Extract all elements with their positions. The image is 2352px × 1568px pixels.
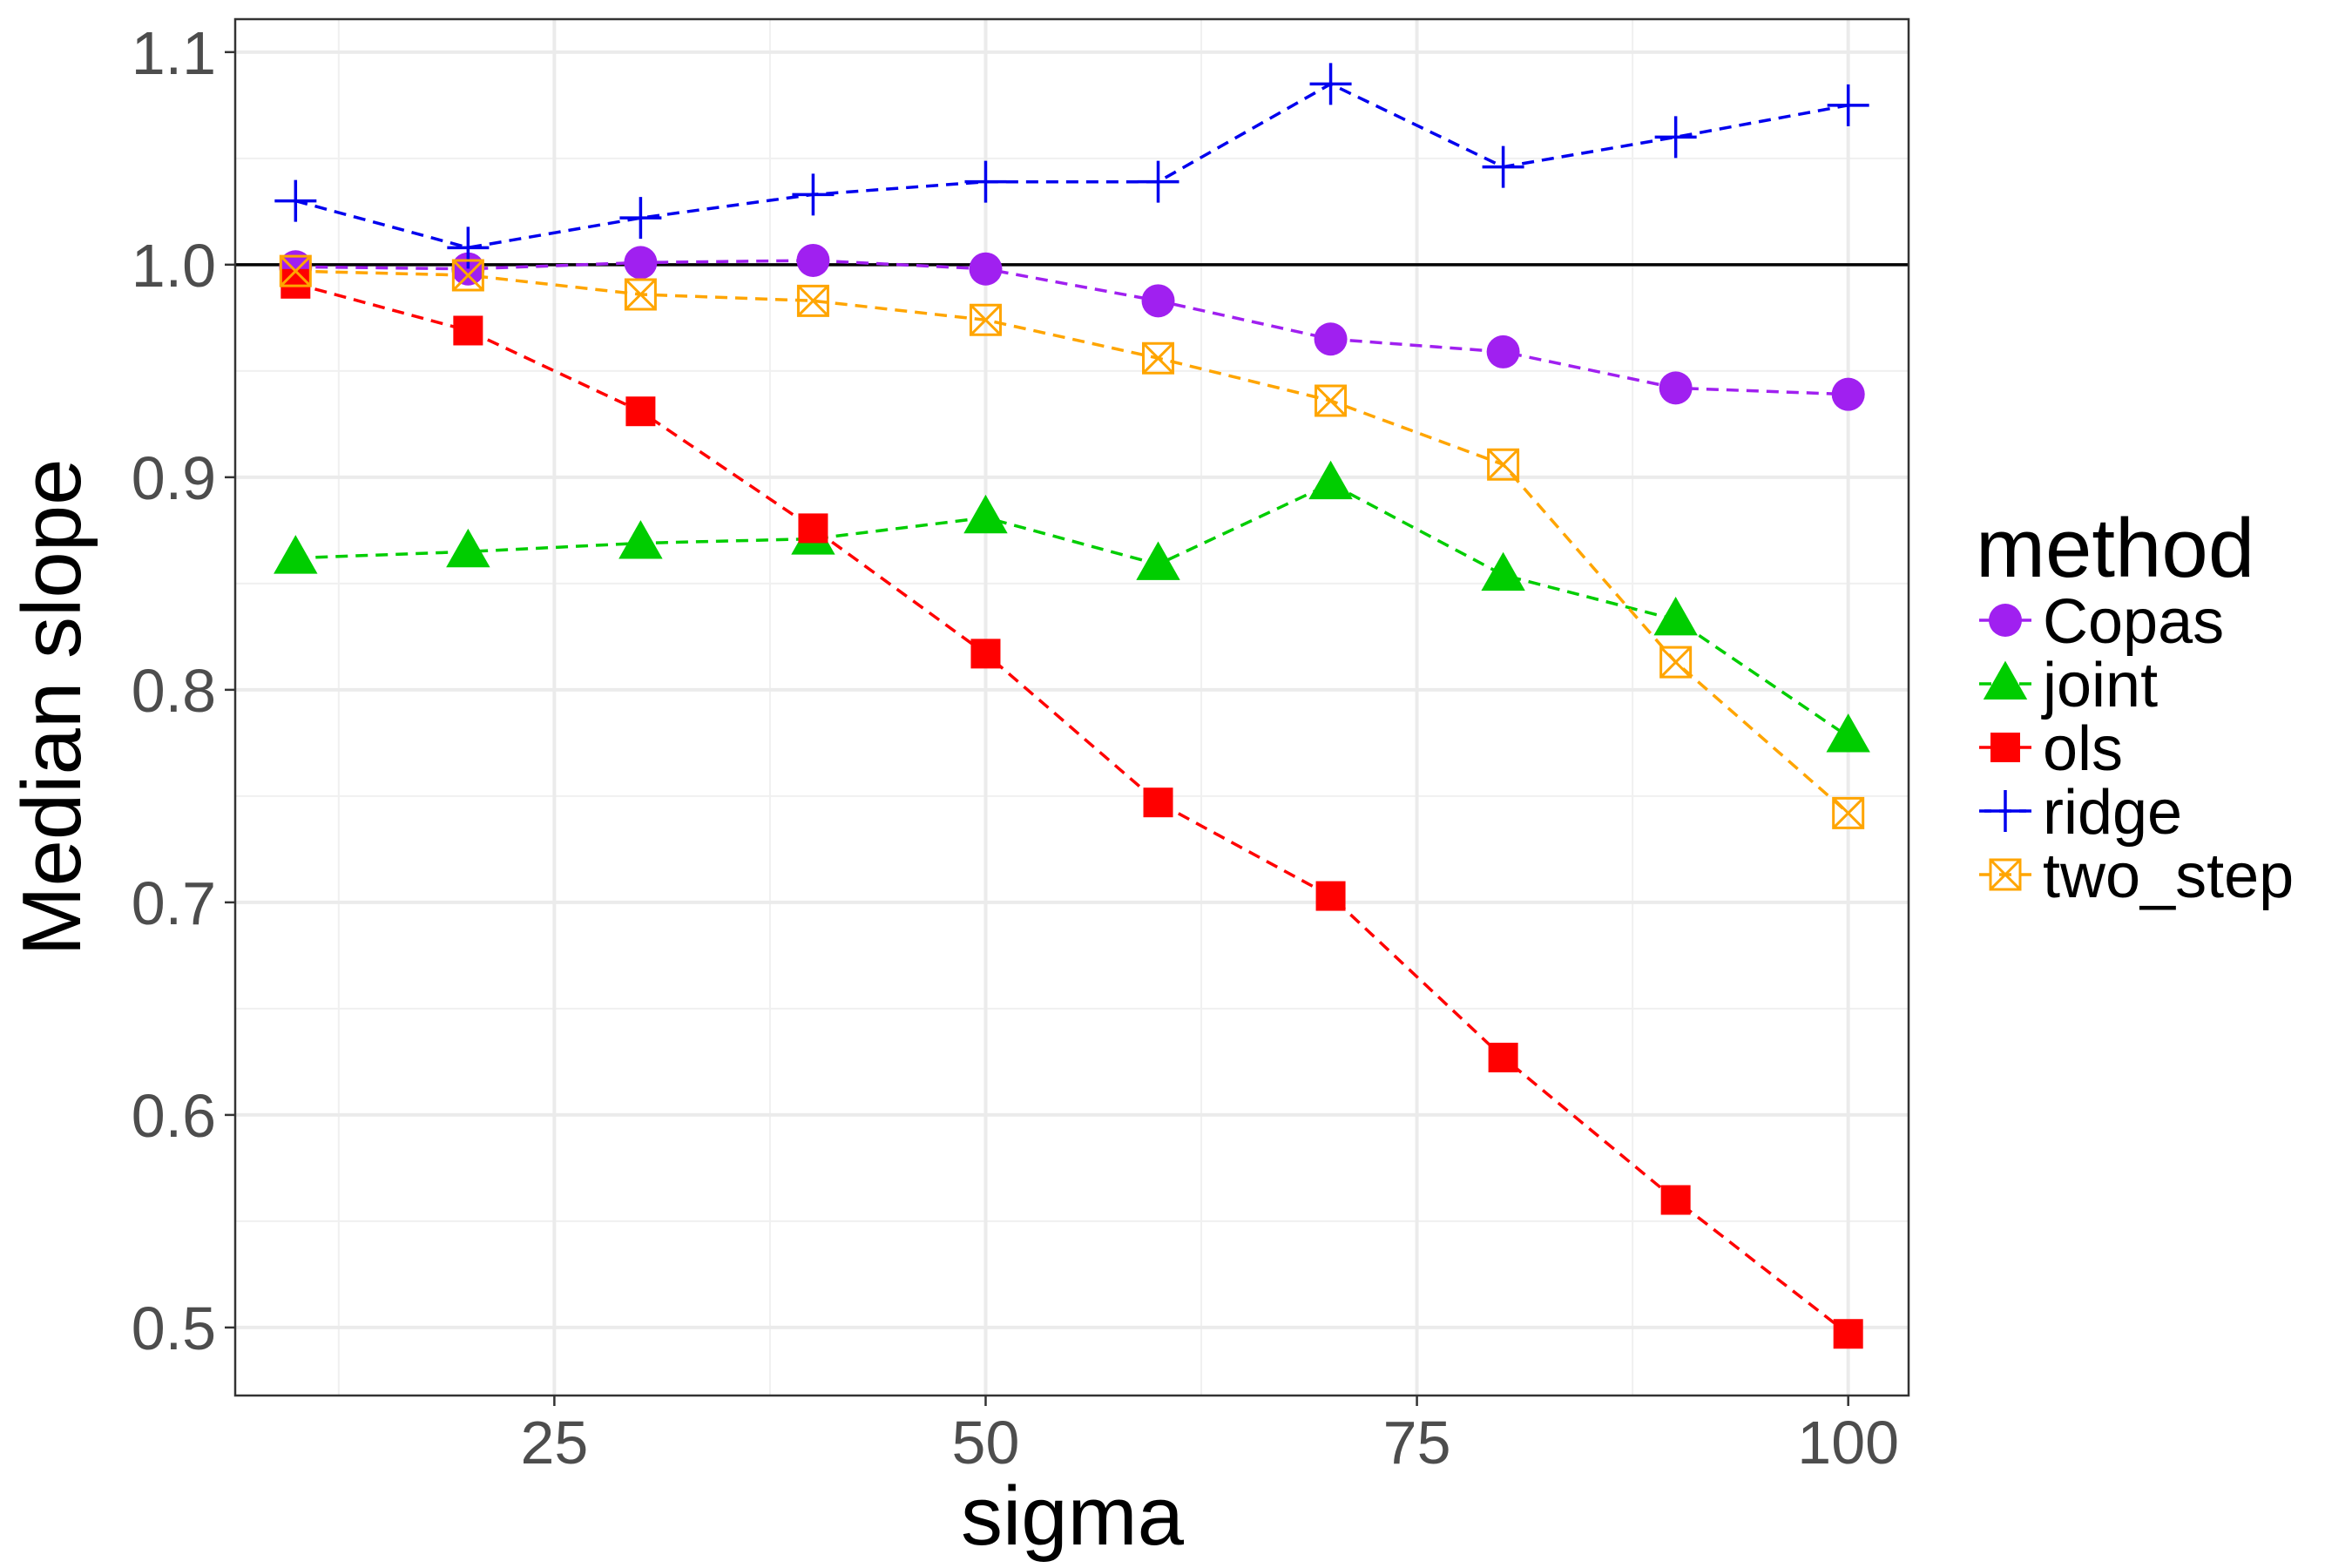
- data-point-copas: [624, 246, 658, 280]
- series-line-ols: [294, 282, 1849, 1335]
- y-tick-label: 0.5: [132, 1294, 216, 1362]
- data-point-ols: [970, 639, 1001, 669]
- data-point-ols: [625, 396, 656, 427]
- x-axis-title: sigma: [961, 1470, 1185, 1563]
- x-tick-label: 75: [1383, 1409, 1451, 1477]
- grid: [235, 19, 1909, 1396]
- series-line-ridge: [294, 82, 1849, 250]
- data-point-ols: [1143, 787, 1173, 818]
- legend-key-ols: [1990, 733, 2020, 762]
- data-point-joint: [1826, 713, 1870, 753]
- data-point-joint: [1481, 551, 1525, 591]
- data-point-two_step: [279, 254, 312, 287]
- data-point-ridge: [1482, 145, 1524, 188]
- data-point-ols: [1833, 1319, 1863, 1349]
- data-point-joint: [1136, 541, 1180, 580]
- data-point-ridge: [1827, 84, 1869, 126]
- y-tick-label: 0.9: [132, 444, 216, 512]
- data-point-ridge: [274, 179, 317, 222]
- data-point-two_step: [624, 278, 657, 311]
- data-point-ridge: [619, 197, 662, 240]
- x-tick-label: 50: [952, 1409, 1020, 1477]
- data-point-two_step: [451, 259, 484, 292]
- data-point-copas: [1831, 377, 1865, 411]
- y-tick-label: 1.1: [132, 19, 216, 87]
- data-point-joint: [1653, 596, 1698, 636]
- x-tick-label: 100: [1797, 1409, 1899, 1477]
- legend-key-two_step: [1989, 858, 2022, 891]
- axes: 25 50 75 100 0.5 0.6 0.7 0.8 0.9 1.0 1.1: [132, 19, 1899, 1477]
- data-point-two_step: [1487, 448, 1520, 481]
- data-point-ridge: [1654, 116, 1697, 159]
- data-point-two_step: [1659, 645, 1693, 679]
- data-point-copas: [796, 243, 830, 277]
- legend-label-two_step: two_step: [2043, 841, 2294, 911]
- legend-title: method: [1976, 502, 2254, 595]
- y-tick-label: 1.0: [132, 232, 216, 300]
- y-axis-title: Median slope: [5, 458, 98, 956]
- data-point-copas: [1141, 284, 1175, 318]
- plot-panel-border: [233, 17, 1910, 1397]
- data-point-ridge: [792, 173, 835, 216]
- data-point-ridge: [1309, 63, 1352, 105]
- data-point-ols: [280, 268, 311, 299]
- data-point-joint: [618, 520, 663, 559]
- data-point-copas: [1314, 322, 1348, 356]
- y-tick-label: 0.8: [132, 657, 216, 725]
- legend-label-ols: ols: [2043, 714, 2123, 784]
- x-tick-label: 25: [520, 1409, 588, 1477]
- data-point-joint: [1308, 460, 1353, 500]
- series-group: [274, 63, 1870, 1349]
- data-point-two_step: [1142, 341, 1175, 375]
- legend-key-joint: [1983, 660, 2028, 700]
- data-point-two_step: [1315, 384, 1348, 417]
- legend-label-joint: joint: [2041, 651, 2158, 720]
- data-point-ols: [1660, 1185, 1691, 1215]
- data-point-joint: [963, 494, 1008, 534]
- data-point-ridge: [1137, 160, 1179, 203]
- legend-label-ridge: ridge: [2043, 778, 2182, 848]
- data-point-joint: [274, 535, 318, 574]
- y-tick-label: 0.6: [132, 1082, 216, 1150]
- legend-label-copas: Copas: [2043, 587, 2224, 657]
- y-tick-label: 0.7: [132, 869, 216, 937]
- legend-key-copas: [1989, 604, 2022, 637]
- data-point-two_step: [969, 303, 1002, 336]
- data-point-joint: [446, 528, 490, 568]
- data-point-copas: [1659, 371, 1693, 405]
- legend-key-ridge: [1984, 790, 2026, 832]
- data-point-two_step: [1832, 796, 1865, 829]
- series-line-joint: [295, 482, 1849, 739]
- data-point-copas: [1486, 335, 1520, 368]
- data-point-two_step: [796, 284, 829, 317]
- data-point-ols: [453, 315, 483, 346]
- data-point-copas: [969, 252, 1003, 286]
- data-point-ols: [798, 513, 828, 544]
- data-point-ols: [1488, 1043, 1518, 1073]
- data-point-ols: [1315, 881, 1346, 911]
- data-point-ridge: [964, 160, 1007, 203]
- series-line-copas: [295, 259, 1848, 396]
